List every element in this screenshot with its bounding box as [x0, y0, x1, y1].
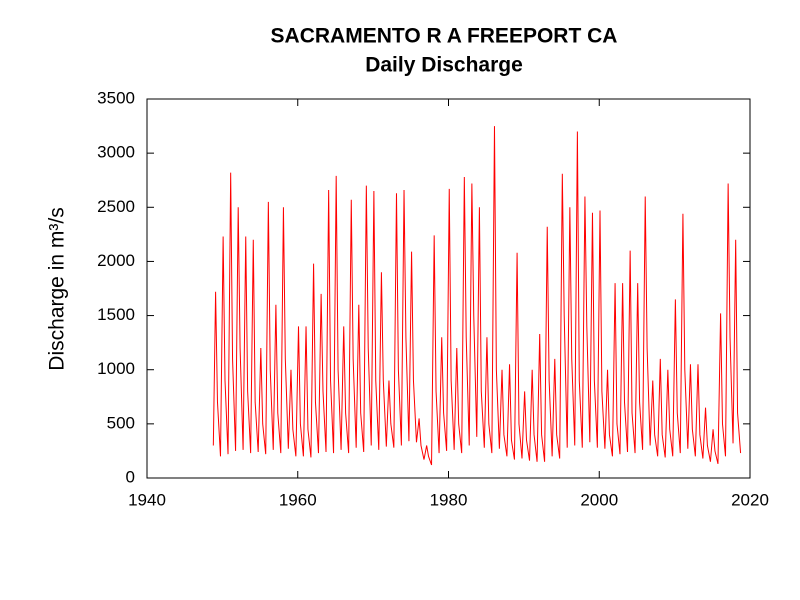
chart-title: SACRAMENTO R A FREEPORT CA — [271, 25, 618, 48]
discharge-line — [212, 126, 742, 466]
x-tick-label: 2020 — [731, 490, 769, 509]
x-tick-label: 1940 — [128, 490, 166, 509]
y-axis-label: Discharge in m³/s — [46, 207, 69, 370]
y-tick-label: 3000 — [97, 143, 135, 162]
y-tick-label: 3500 — [97, 88, 135, 107]
y-tick-label: 0 — [126, 467, 135, 486]
y-tick-label: 500 — [107, 413, 135, 432]
chart-subtitle: Daily Discharge — [365, 54, 523, 77]
y-tick-label: 2000 — [97, 251, 135, 270]
x-tick-label: 1980 — [430, 490, 468, 509]
x-tick-label: 1960 — [279, 490, 317, 509]
y-tick-label: 1000 — [97, 359, 135, 378]
x-tick-label: 2000 — [580, 490, 618, 509]
y-tick-label: 1500 — [97, 305, 135, 324]
y-tick-label: 2500 — [97, 197, 135, 216]
